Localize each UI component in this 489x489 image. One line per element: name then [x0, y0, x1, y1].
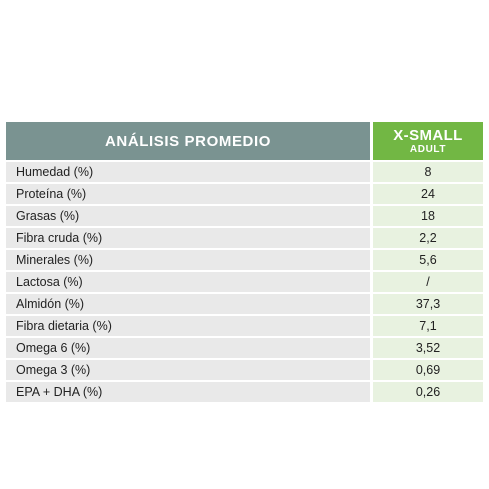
- nutrient-value: 3,52: [373, 338, 483, 358]
- nutrient-label: Fibra cruda (%): [6, 228, 370, 248]
- nutrient-label: Proteína (%): [6, 184, 370, 204]
- cell-divider: [370, 316, 373, 336]
- cell-divider: [370, 250, 373, 270]
- table-row: Fibra cruda (%) 2,2: [6, 228, 483, 248]
- table-row: Almidón (%) 37,3: [6, 294, 483, 314]
- nutrient-value: 7,1: [373, 316, 483, 336]
- nutrient-value: 5,6: [373, 250, 483, 270]
- cell-divider: [370, 338, 373, 358]
- table-row: Grasas (%) 18: [6, 206, 483, 226]
- nutrient-label: Minerales (%): [6, 250, 370, 270]
- table-row: EPA + DHA (%) 0,26: [6, 382, 483, 402]
- table-body: Humedad (%) 8 Proteína (%) 24 Grasas (%) 18 Fi…: [6, 162, 483, 402]
- table-row: Lactosa (%) /: [6, 272, 483, 292]
- table-row: Fibra dietaria (%) 7,1: [6, 316, 483, 336]
- cell-divider: [370, 382, 373, 402]
- nutrient-label: Omega 6 (%): [6, 338, 370, 358]
- nutrient-value: /: [373, 272, 483, 292]
- nutrient-label: Almidón (%): [6, 294, 370, 314]
- cell-divider: [370, 184, 373, 204]
- nutrient-value: 0,26: [373, 382, 483, 402]
- product-subtitle: ADULT: [409, 143, 447, 155]
- product-header: X-SMALL ADULT: [373, 122, 483, 160]
- header-divider: [370, 122, 373, 160]
- cell-divider: [370, 360, 373, 380]
- nutrient-label: Grasas (%): [6, 206, 370, 226]
- nutrient-value: 0,69: [373, 360, 483, 380]
- nutrient-value: 24: [373, 184, 483, 204]
- cell-divider: [370, 206, 373, 226]
- nutrient-value: 2,2: [373, 228, 483, 248]
- nutrient-value: 8: [373, 162, 483, 182]
- nutrient-label: Lactosa (%): [6, 272, 370, 292]
- cell-divider: [370, 162, 373, 182]
- cell-divider: [370, 272, 373, 292]
- cell-divider: [370, 294, 373, 314]
- analysis-header: ANÁLISIS PROMEDIO: [6, 122, 370, 160]
- nutrition-table: ANÁLISIS PROMEDIO X-SMALL ADULT Humedad …: [6, 122, 483, 404]
- table-header: ANÁLISIS PROMEDIO X-SMALL ADULT: [6, 122, 483, 160]
- cell-divider: [370, 228, 373, 248]
- table-row: Minerales (%) 5,6: [6, 250, 483, 270]
- nutrient-value: 18: [373, 206, 483, 226]
- nutrient-label: EPA + DHA (%): [6, 382, 370, 402]
- product-name: X-SMALL: [393, 126, 463, 144]
- nutrient-label: Humedad (%): [6, 162, 370, 182]
- nutrient-label: Omega 3 (%): [6, 360, 370, 380]
- nutrient-label: Fibra dietaria (%): [6, 316, 370, 336]
- table-row: Humedad (%) 8: [6, 162, 483, 182]
- table-row: Omega 6 (%) 3,52: [6, 338, 483, 358]
- table-row: Proteína (%) 24: [6, 184, 483, 204]
- table-row: Omega 3 (%) 0,69: [6, 360, 483, 380]
- nutrient-value: 37,3: [373, 294, 483, 314]
